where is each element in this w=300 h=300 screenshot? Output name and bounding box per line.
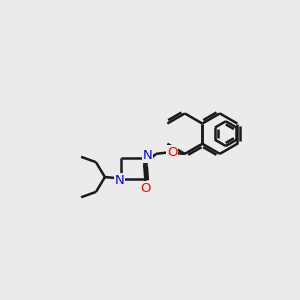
Text: N: N [114,174,124,187]
Text: O: O [140,182,151,194]
Text: N: N [142,149,152,162]
Text: O: O [167,146,178,159]
